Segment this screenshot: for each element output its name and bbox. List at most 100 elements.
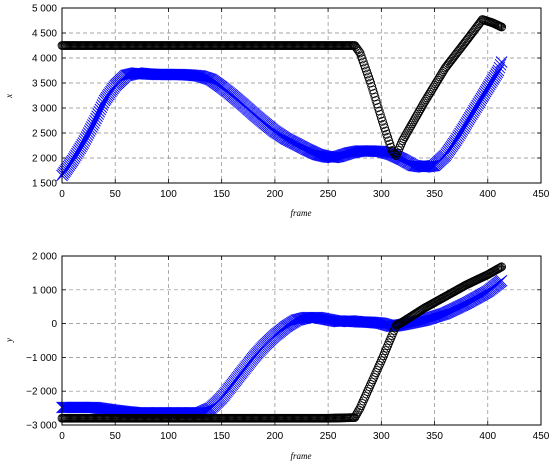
data-point [366, 78, 376, 88]
data-point [478, 87, 491, 100]
tick-marks [61, 7, 542, 184]
data-point [356, 401, 366, 411]
x-axis-label: frame [291, 208, 312, 218]
x-tick-label: 150 [213, 189, 230, 200]
x-tick-labels: 0 50 100 150 200 250 300 350 400 450 [59, 431, 550, 442]
data-point [369, 89, 379, 98]
data-point [476, 16, 486, 26]
data-point [360, 391, 370, 401]
data-point [93, 105, 106, 118]
blue-x-series [56, 56, 508, 182]
y-tick-labels: −3 000 −2 000 −1 000 0 1 000 2 000 [26, 252, 57, 432]
data-point [439, 65, 449, 75]
data-point [372, 365, 382, 375]
data-point [68, 151, 81, 163]
y-tick-label: 4 000 [32, 54, 57, 65]
data-point [468, 104, 480, 117]
data-point [405, 312, 415, 322]
data-point [415, 306, 425, 316]
data-point [77, 137, 90, 149]
data-point [370, 92, 380, 102]
y-tick-label: 1 000 [32, 285, 57, 296]
data-point [495, 274, 508, 287]
data-point [473, 96, 486, 108]
data-point [413, 308, 422, 317]
x-tick-label: 400 [479, 189, 496, 200]
grid [62, 256, 541, 425]
x-tick-label: 50 [110, 431, 122, 442]
y-tick-label: 3 500 [32, 79, 57, 90]
data-point [495, 263, 504, 273]
data-point [461, 115, 474, 128]
data-point [416, 306, 426, 315]
x-tick-label: 450 [533, 431, 550, 442]
y-tick-label: 2 000 [32, 252, 57, 263]
data-point [82, 127, 95, 139]
data-point [363, 387, 372, 396]
data-point [359, 394, 369, 404]
chart-y-vs-frame: 0 50 100 150 200 250 300 350 400 450 −3 000 −2 000… [4, 252, 550, 462]
data-point [455, 125, 467, 138]
data-point [489, 69, 502, 82]
data-point [453, 129, 465, 142]
x-tick-label: 100 [160, 431, 177, 442]
y-axis-label: y [4, 338, 14, 343]
data-point [84, 123, 97, 135]
data-point [487, 73, 499, 86]
x-tick-label: 300 [373, 431, 390, 442]
x-tick-label: 250 [320, 431, 337, 442]
data-point [458, 120, 471, 133]
y-axis-label: x [4, 94, 14, 99]
data-point [457, 122, 470, 135]
data-point [87, 119, 99, 131]
data-point [96, 99, 109, 111]
data-point [88, 117, 100, 129]
data-point [81, 129, 94, 141]
y-tick-label: 3 000 [32, 104, 57, 115]
data-point [367, 377, 377, 387]
data-point [477, 89, 490, 101]
data-point [80, 131, 93, 143]
data-point [358, 396, 368, 406]
data-point [456, 124, 469, 136]
x-tick-label: 200 [267, 189, 284, 200]
data-point [353, 45, 363, 55]
y-tick-label: −2 000 [26, 387, 57, 398]
data-point [414, 307, 423, 317]
x-tick-label: 350 [426, 431, 443, 442]
data-point [402, 314, 412, 324]
data-point [400, 316, 410, 325]
data-point [480, 83, 493, 96]
data-point [72, 145, 84, 158]
y-tick-label: 5 000 [32, 4, 57, 15]
data-point [66, 154, 79, 167]
data-point [463, 111, 476, 124]
data-point [479, 85, 492, 98]
data-point [71, 147, 83, 160]
data-point [192, 69, 205, 82]
data-point [404, 313, 414, 323]
data-point [483, 80, 495, 93]
y-tick-label: −3 000 [26, 421, 57, 432]
data-point [79, 133, 92, 145]
data-point [407, 311, 417, 321]
data-point [364, 384, 373, 394]
data-point [203, 72, 215, 85]
data-point [90, 112, 102, 125]
data-point [470, 101, 482, 114]
data-point [488, 71, 500, 84]
x-tick-labels: 0 50 100 150 200 250 300 350 400 450 [59, 189, 550, 200]
data-point [496, 263, 505, 272]
data-point [293, 313, 306, 326]
data-point [370, 370, 380, 380]
data-point [496, 22, 505, 31]
data-point [423, 160, 436, 173]
data-point [89, 114, 101, 127]
data-point [475, 92, 488, 105]
data-point [476, 90, 489, 103]
data-point [495, 21, 504, 31]
data-point [494, 59, 507, 71]
data-point [490, 68, 503, 80]
x-tick-label: 350 [426, 189, 443, 200]
data-point [464, 110, 477, 122]
